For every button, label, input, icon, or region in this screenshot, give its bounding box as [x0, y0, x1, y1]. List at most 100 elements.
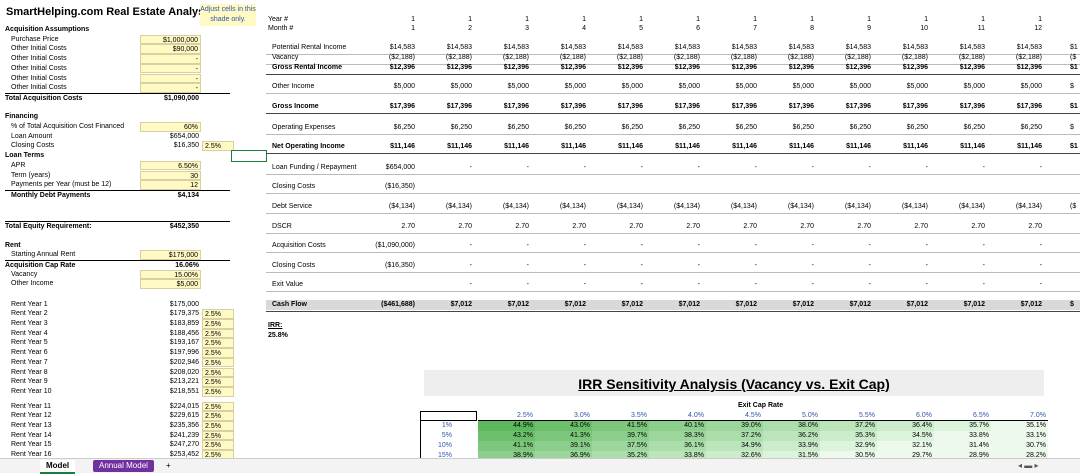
grid-cell[interactable]: - — [640, 242, 643, 249]
grid-cell[interactable]: $6,250 — [1020, 124, 1042, 131]
grid-cell[interactable]: 2.70 — [401, 223, 415, 230]
sensitivity-cell[interactable]: 33.8% — [649, 451, 706, 461]
grid-cell[interactable]: $5,000 — [450, 83, 472, 90]
grid-cell[interactable]: $14,583 — [560, 44, 586, 51]
grid-cell[interactable]: - — [925, 164, 928, 171]
grid-cell[interactable]: $17,396 — [788, 103, 814, 110]
grid-cell[interactable]: $11,146 — [561, 143, 586, 150]
grid-cell[interactable]: $17,396 — [503, 103, 529, 110]
grid-cell[interactable]: $11,146 — [504, 143, 529, 150]
grid-cell[interactable]: $14,583 — [731, 44, 757, 51]
grid-cell[interactable]: $14,583 — [389, 44, 415, 51]
growth-rate-input[interactable]: 2.5% — [202, 357, 234, 368]
sensitivity-cell[interactable]: 37.2% — [820, 421, 877, 431]
grid-cell[interactable]: ($4,134) — [502, 203, 529, 210]
grid-cell[interactable]: ($2,188) — [616, 54, 643, 61]
grid-cell[interactable]: $14,583 — [845, 44, 871, 51]
grid-cell[interactable]: $6,250 — [735, 124, 757, 131]
grid-cell[interactable]: - — [754, 242, 757, 249]
grid-cell[interactable]: - — [811, 262, 814, 269]
assumption-value[interactable]: 12 — [140, 180, 201, 190]
sensitivity-cell[interactable]: 40.1% — [649, 421, 706, 431]
sensitivity-cell[interactable]: 28.9% — [934, 451, 991, 461]
sensitivity-cell[interactable]: 29.7% — [877, 451, 934, 461]
growth-rate-input[interactable]: 2.5% — [202, 401, 234, 412]
grid-cell[interactable]: - — [526, 164, 529, 171]
grid-cell[interactable]: $12,396 — [902, 64, 928, 71]
grid-cell-overflow[interactable]: $ — [1070, 83, 1074, 90]
grid-cell[interactable]: $11,146 — [789, 143, 814, 150]
grid-cell[interactable]: $12,396 — [959, 64, 985, 71]
sensitivity-cell[interactable]: 37.5% — [592, 441, 649, 451]
grid-cell[interactable]: - — [925, 262, 928, 269]
grid-cell[interactable]: $5,000 — [564, 83, 586, 90]
grid-cell[interactable]: - — [1039, 281, 1042, 288]
grid-cell-overflow[interactable]: $ — [1070, 124, 1074, 131]
grid-cell-overflow[interactable]: $1 — [1070, 64, 1078, 71]
grid-cell[interactable]: $14,583 — [674, 44, 700, 51]
grid-cell[interactable]: $6,250 — [792, 124, 814, 131]
grid-cell[interactable]: ($4,134) — [616, 203, 643, 210]
grid-cell[interactable]: - — [583, 242, 586, 249]
grid-cell[interactable]: ($4,134) — [730, 203, 757, 210]
sensitivity-cell[interactable]: 41.5% — [592, 421, 649, 431]
grid-cell[interactable]: $17,396 — [560, 103, 586, 110]
sensitivity-cell[interactable]: 35.7% — [934, 421, 991, 431]
assumption-value[interactable]: - — [140, 73, 201, 84]
sensitivity-cell[interactable]: 34.5% — [877, 431, 934, 441]
grid-cell[interactable]: - — [868, 262, 871, 269]
assumption-value[interactable]: 6.50% — [140, 160, 201, 171]
grid-cell[interactable]: - — [1039, 164, 1042, 171]
assumption-value[interactable]: 15.00% — [140, 269, 201, 280]
grid-cell[interactable]: $14,583 — [1016, 44, 1042, 51]
grid-cell[interactable]: $11,146 — [732, 143, 757, 150]
grid-cell[interactable]: ($2,188) — [958, 54, 985, 61]
grid-cell[interactable]: $6,250 — [906, 124, 928, 131]
grid-cell[interactable]: ($2,188) — [787, 54, 814, 61]
grid-cell[interactable]: $12,396 — [503, 64, 529, 71]
sensitivity-cell[interactable]: 33.8% — [934, 431, 991, 441]
grid-cell[interactable]: - — [697, 242, 700, 249]
grid-cell[interactable]: 2.70 — [515, 223, 529, 230]
grid-cell-overflow[interactable]: $1 — [1070, 103, 1078, 110]
grid-cell[interactable]: 2.70 — [572, 223, 586, 230]
grid-cell[interactable]: - — [526, 262, 529, 269]
grid-cell[interactable]: 2.70 — [686, 223, 700, 230]
grid-cell[interactable]: ($2,188) — [559, 54, 586, 61]
grid-cell[interactable]: - — [811, 164, 814, 171]
grid-cell[interactable]: $5,000 — [393, 83, 415, 90]
grid-cell[interactable]: ($4,134) — [559, 203, 586, 210]
grid-cell[interactable]: - — [697, 281, 700, 288]
grid-cell[interactable]: $14,583 — [617, 44, 643, 51]
grid-cell[interactable]: - — [583, 281, 586, 288]
assumption-value[interactable]: - — [140, 63, 201, 74]
grid-cell[interactable]: $12,396 — [788, 64, 814, 71]
grid-cell[interactable]: $6,250 — [849, 124, 871, 131]
grid-cell[interactable]: - — [469, 164, 472, 171]
grid-cell[interactable]: ($2,188) — [445, 54, 472, 61]
grid-cell[interactable]: ($2,188) — [730, 54, 757, 61]
grid-cell[interactable]: ($4,134) — [787, 203, 814, 210]
grid-cell[interactable]: $17,396 — [731, 103, 757, 110]
assumption-value[interactable]: $5,000 — [140, 279, 201, 289]
sensitivity-cell[interactable]: 38.3% — [649, 431, 706, 441]
grid-cell[interactable]: $7,012 — [564, 301, 586, 308]
grid-cell[interactable]: - — [526, 242, 529, 249]
grid-cell[interactable]: ($4,134) — [901, 203, 928, 210]
grid-cell[interactable]: $5,000 — [678, 83, 700, 90]
grid-cell[interactable]: $5,000 — [906, 83, 928, 90]
grid-cell[interactable]: $7,012 — [678, 301, 700, 308]
grid-cell[interactable]: 2.70 — [914, 223, 928, 230]
sensitivity-cell[interactable]: 36.1% — [649, 441, 706, 451]
grid-cell[interactable]: $12,396 — [560, 64, 586, 71]
grid-cell[interactable]: - — [811, 242, 814, 249]
grid-cell[interactable]: - — [868, 281, 871, 288]
grid-cell[interactable]: - — [982, 242, 985, 249]
grid-cell[interactable]: $17,396 — [617, 103, 643, 110]
grid-cell-overflow[interactable]: $1 — [1070, 44, 1078, 51]
growth-rate-input[interactable]: 2.5% — [202, 328, 234, 339]
sensitivity-cell[interactable]: 44.9% — [478, 421, 535, 431]
assumption-value[interactable]: $1,000,000 — [140, 34, 201, 45]
sensitivity-cell[interactable]: 37.2% — [706, 431, 763, 441]
growth-rate-input[interactable]: 2.5% — [202, 141, 234, 152]
